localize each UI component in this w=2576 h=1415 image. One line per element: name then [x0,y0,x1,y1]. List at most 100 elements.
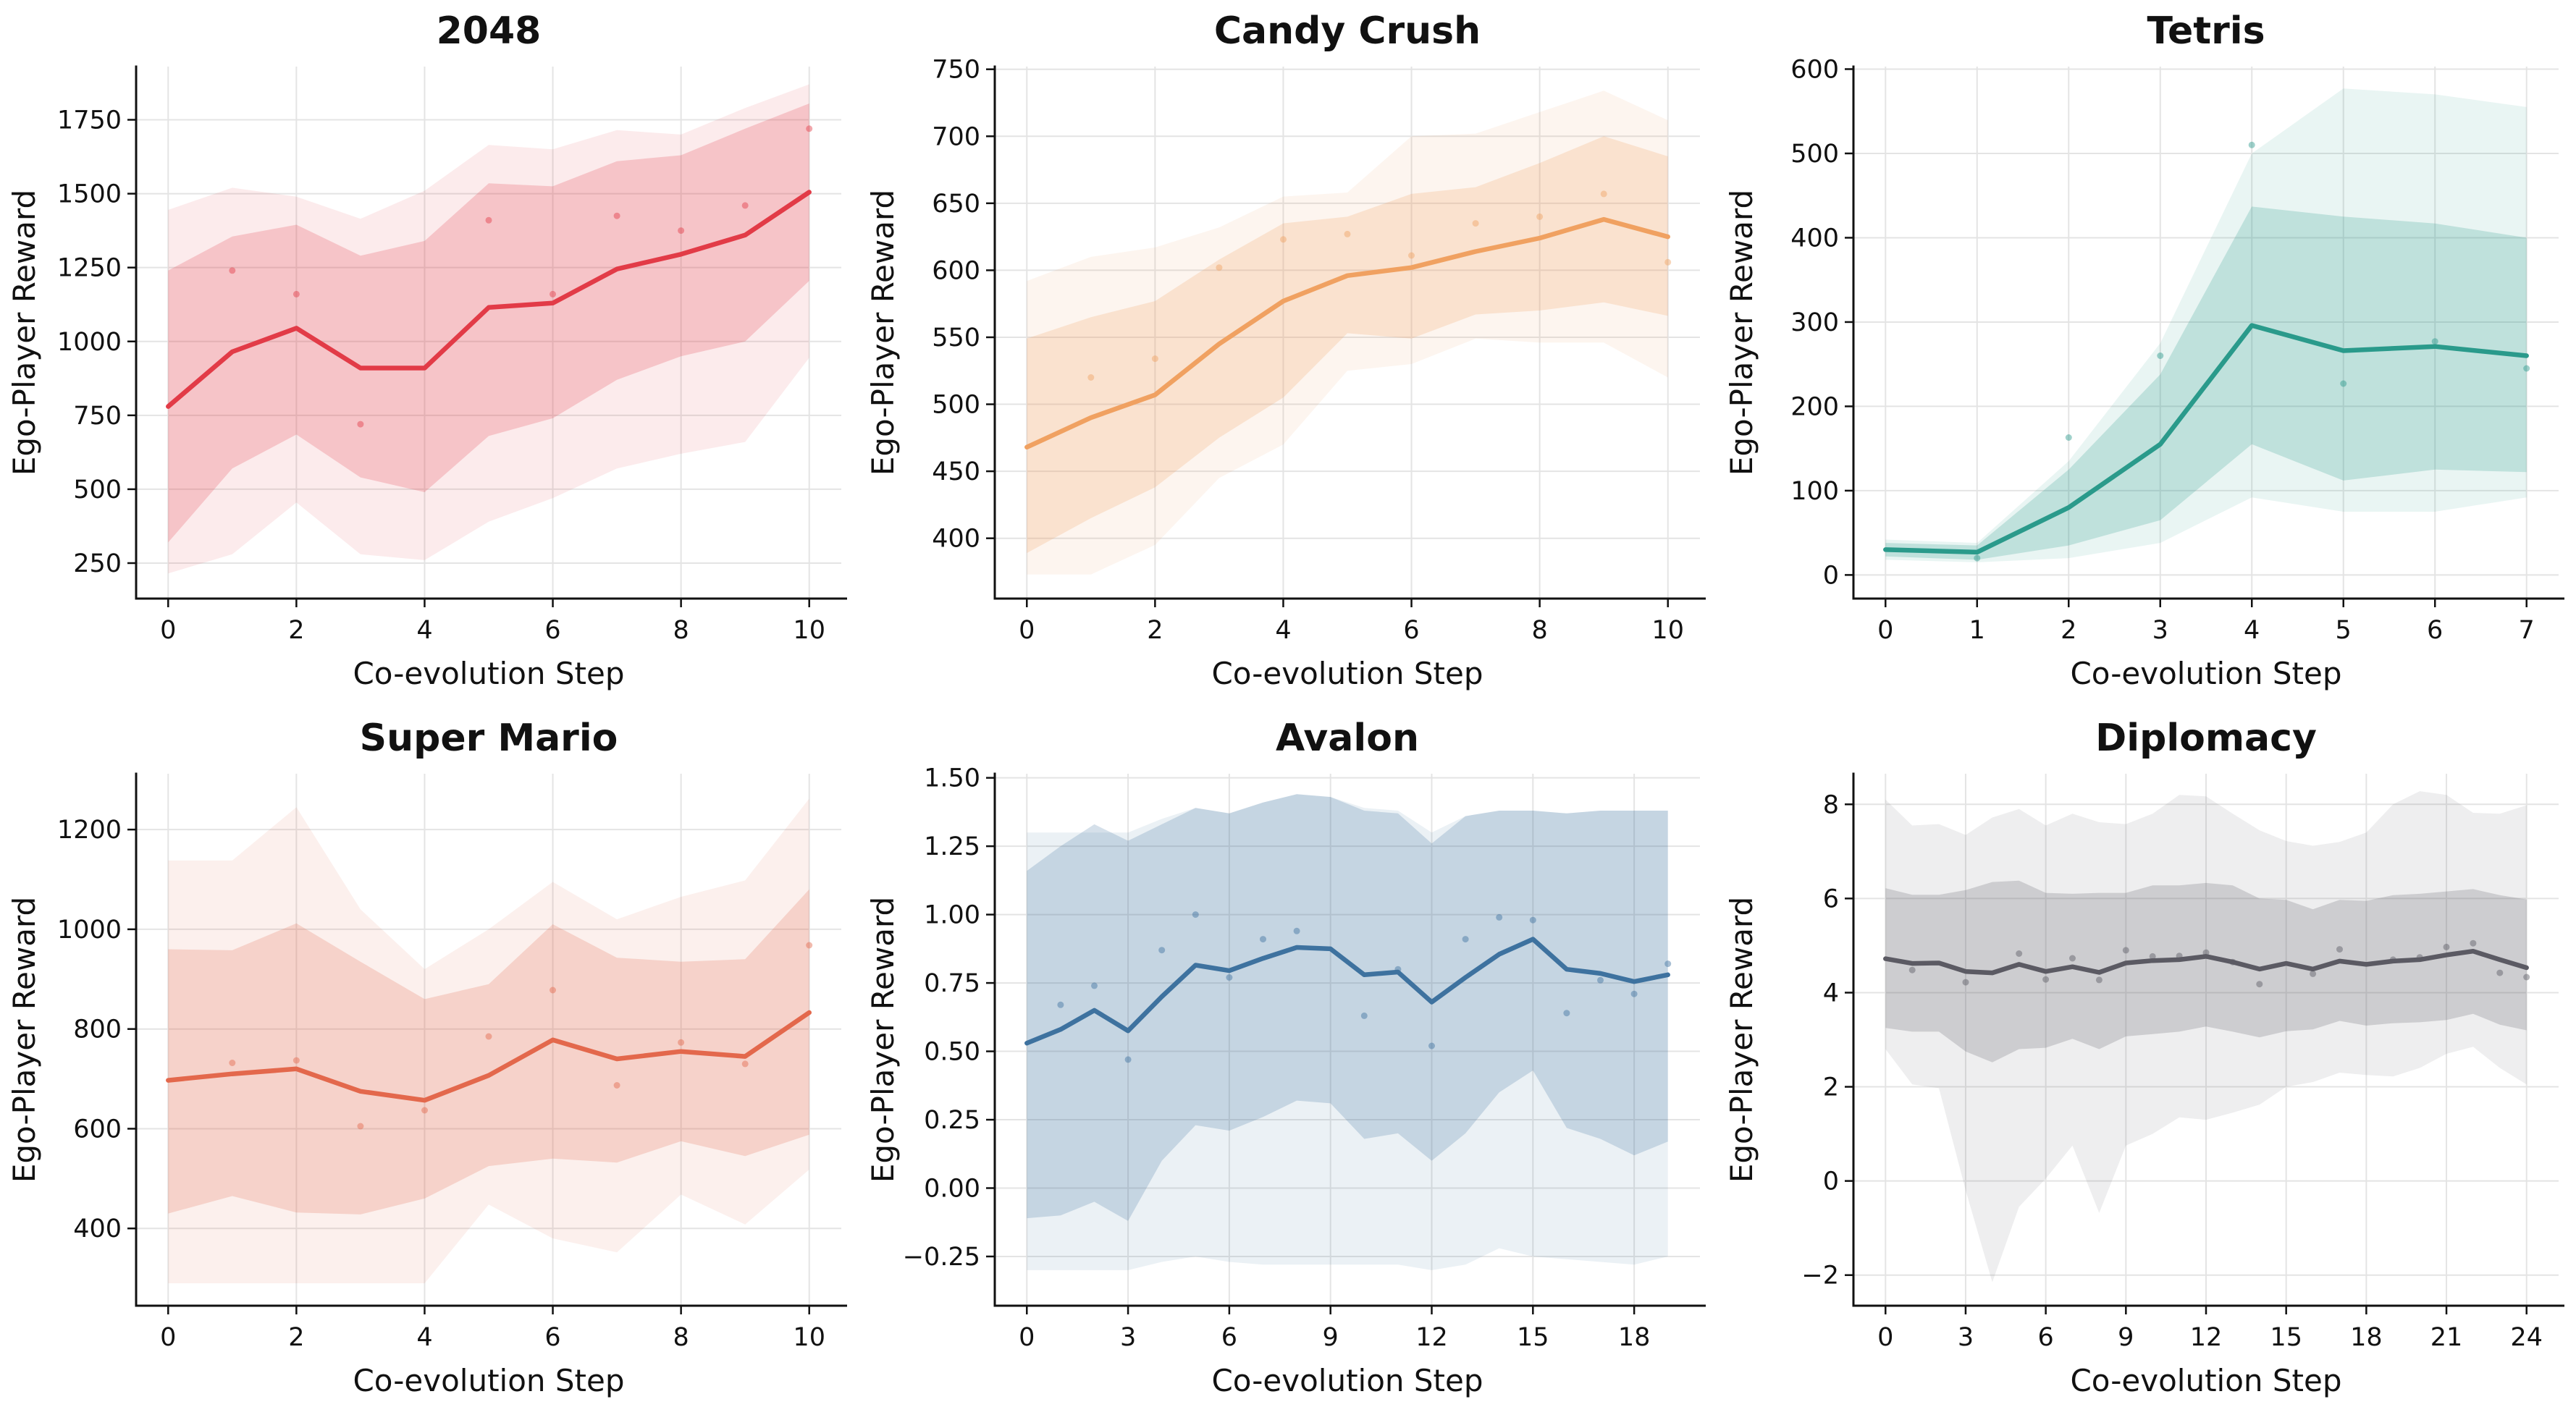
chart-tetris-plot: 0 1 2 3 4 5 6 7 0 100 200 300 400 500 600 Tetris Co-evol… [1724,9,2564,691]
scatter-point [229,1060,236,1066]
y-tick-label: 1.50 [924,764,980,793]
inner-confidence-band [1027,794,1668,1221]
scatter-point [1908,966,1916,973]
scatter-point [1124,1056,1132,1063]
y-tick-label: −0.25 [903,1243,980,1272]
x-tick-label: 18 [1618,1323,1651,1352]
y-tick-label: 200 [1790,392,1839,421]
scatter-point [229,267,236,274]
x-tick-label: 10 [1651,616,1684,645]
y-tick-labels: −2 0 2 4 6 8 [1801,790,1839,1290]
x-tick-label: 0 [160,1323,176,1352]
x-tick-labels: 0 2 4 6 8 10 [160,616,825,645]
scatter-point [741,1060,749,1068]
scatter-point [1536,213,1544,220]
y-tick-label: 800 [73,1015,122,1044]
chart-diplomacy-plot: 0 3 6 9 12 15 18 21 24−202468DiplomacyCo-evoluti… [1724,717,2564,1398]
scatter-point [1630,990,1638,997]
chart-candy-crush-plot: 0 2 4 6 8 10 400 450 500 550 600 650 700 750 Candy Cru… [865,9,1706,691]
tick-marks [1845,68,2527,607]
y-tick-label: 600 [1790,55,1839,84]
scatter-point [1226,974,1233,981]
mean-line [1883,323,2529,555]
scatter-point [2248,141,2255,148]
gridlines [995,774,1700,1306]
scatter-points [1087,190,1672,381]
y-tick-label: 1250 [57,254,122,283]
chart-candy-crush: 0 2 4 6 8 10 400 450 500 550 600 650 700 750 Candy Cru… [859,0,1717,707]
y-tick-label: 650 [932,190,980,219]
x-tick-label: 4 [2244,616,2260,645]
scatter-point [421,1107,428,1114]
scatter-point [2431,338,2438,345]
x-axis-label: Co-evolution Step [1211,1363,1483,1398]
x-tick-label: 0 [1019,616,1035,645]
x-tick-label: 24 [2510,1323,2543,1352]
scatter-point [2069,955,2076,962]
scatter-point [1151,355,1158,363]
x-tick-label: 0 [1877,616,1893,645]
y-tick-labels: −0.25 0.00 0.25 0.50 0.75 1.00 1.25 1.50 [903,764,980,1272]
gridlines [136,774,841,1306]
x-tick-labels: 0 3 6 9 12 15 18 [1019,1323,1650,1352]
y-tick-labels: 250 500 750 1000 1250 1500 1750 [57,106,122,579]
scatter-point [1293,927,1300,934]
scatter-point [1408,252,1415,259]
plot-title: Tetris [2147,9,2265,53]
x-tick-label: 8 [1531,616,1547,645]
scatter-points [229,942,813,1130]
scatter-point [1216,264,1223,271]
scatter-point [1600,190,1607,198]
scatter-point [678,1039,685,1046]
mean-line [166,1010,812,1103]
scatter-point [550,290,556,297]
scatter-point [1597,976,1604,984]
x-axis-label: Co-evolution Step [353,1363,624,1398]
y-tick-label: 500 [1790,140,1839,169]
scatter-point [2157,352,2164,359]
scatter-point [613,212,620,219]
scatter-point [1472,220,1479,227]
gridlines [1853,774,2559,1306]
x-tick-label: 6 [544,616,560,645]
scatter-point [2016,950,2023,957]
x-tick-label: 12 [2190,1323,2223,1352]
y-tick-label: 0.25 [924,1106,980,1135]
gridlines [136,67,841,599]
x-tick-label: 5 [2336,616,2352,645]
y-tick-label: 750 [932,56,980,85]
scatter-point [2340,380,2347,387]
y-tick-label: 450 [932,457,980,486]
x-tick-labels: 0 3 6 9 12 15 18 21 24 [1877,1323,2543,1352]
plot-title: Diplomacy [2095,717,2317,760]
y-tick-label: 550 [932,324,980,352]
y-tick-label: 400 [932,525,980,554]
scatter-point [1974,554,1981,562]
scatter-point [1496,913,1503,921]
scatter-point [1091,982,1098,989]
x-tick-label: 2 [288,1323,304,1352]
scatter-point [741,202,749,209]
y-tick-label: 1500 [57,180,122,209]
inner-confidence-band [168,889,809,1215]
scatter-point [806,125,813,132]
y-axis-label: Ego-Player Reward [1724,190,1759,476]
x-tick-label: 7 [2519,616,2535,645]
gridlines [995,67,1700,599]
scatter-point [357,1123,364,1130]
x-tick-label: 3 [1120,1323,1136,1352]
x-tick-label: 2 [2061,616,2076,645]
tick-marks [1845,803,2527,1314]
x-tick-label: 9 [2118,1323,2134,1352]
x-tick-label: 9 [1323,1323,1339,1352]
scatter-point [2470,939,2477,947]
scatter-point [2256,981,2263,988]
x-tick-label: 18 [2350,1323,2383,1352]
mean-line [166,190,812,409]
chart-2048: 0 2 4 6 8 10 250 500 750 1000 1250 1500 1750 2048 Co-e… [0,0,859,707]
tick-marks [127,828,810,1314]
x-tick-label: 0 [1877,1323,1893,1352]
chart-diplomacy: 0 3 6 9 12 15 18 21 24 −2 0 2 4 6 8 Diplomacy Co-evoluti… [1717,707,2576,1414]
scatter-point [2523,365,2530,372]
inner-confidence-band [1885,880,2527,1063]
